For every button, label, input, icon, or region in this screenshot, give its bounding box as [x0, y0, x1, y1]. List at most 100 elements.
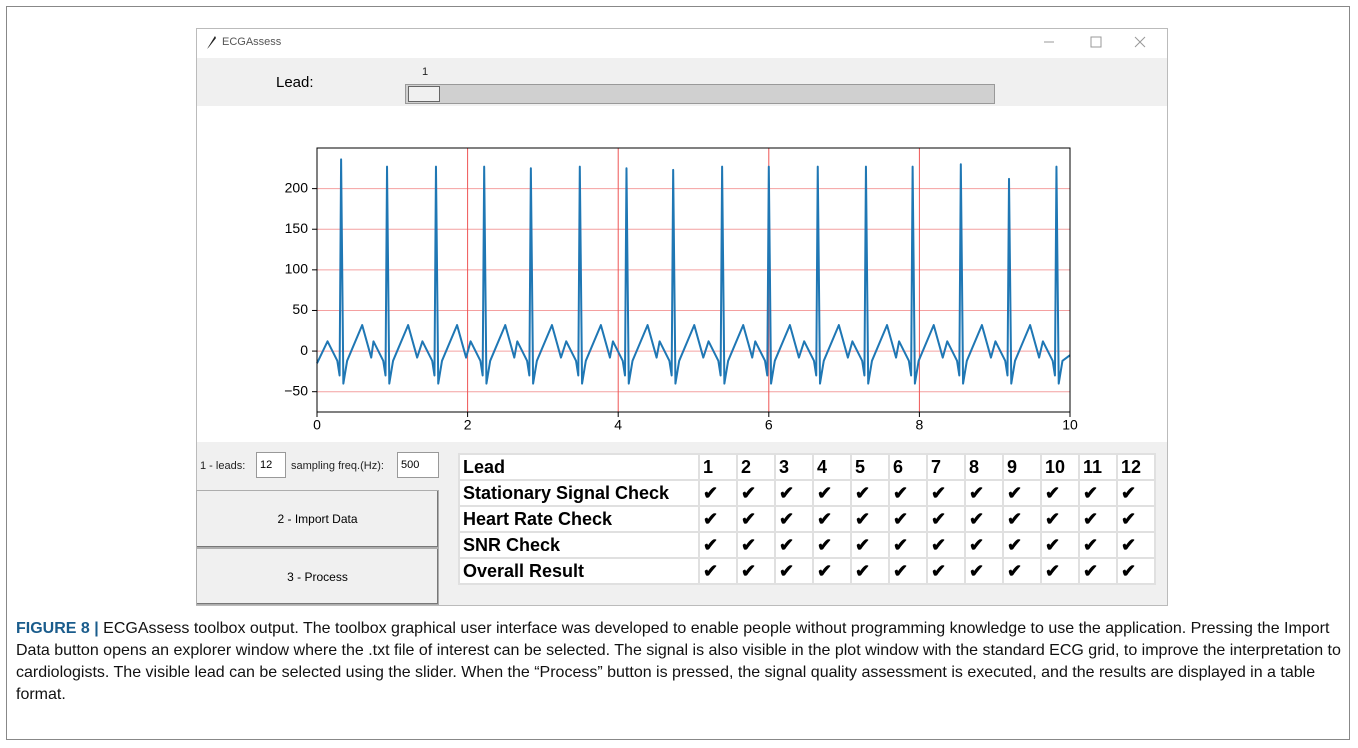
- x-tick-label: 2: [464, 417, 472, 433]
- cell: ✔: [926, 531, 966, 559]
- cell: ✔: [964, 531, 1004, 559]
- row-label: Lead: [458, 453, 700, 481]
- cell: ✔: [1002, 479, 1042, 507]
- caption-label: FIGURE 8 |: [16, 620, 99, 637]
- plot-area: [197, 106, 1167, 442]
- cell: ✔: [698, 557, 738, 585]
- cell: ✔: [1002, 531, 1042, 559]
- cell: ✔: [812, 531, 852, 559]
- slider-handle[interactable]: [408, 86, 440, 102]
- x-tick-label: 10: [1062, 417, 1078, 433]
- cell: 12: [1116, 453, 1156, 481]
- cell: ✔: [888, 479, 928, 507]
- axes-frame: [316, 147, 1071, 413]
- cell: ✔: [1116, 479, 1156, 507]
- cell: ✔: [1116, 557, 1156, 585]
- cell: ✔: [812, 557, 852, 585]
- cell: ✔: [964, 505, 1004, 533]
- cell: ✔: [1040, 505, 1080, 533]
- cell: ✔: [774, 479, 814, 507]
- cell: ✔: [812, 505, 852, 533]
- results-table: Lead 1 2 3 4 5 6 7 8 9 10 11 12 Stationary Signal Che…: [458, 453, 1156, 585]
- cell: 11: [1078, 453, 1118, 481]
- window-controls[interactable]: [1036, 30, 1156, 54]
- cell: 6: [888, 453, 928, 481]
- x-tick-label: 6: [765, 417, 773, 433]
- cell: ✔: [850, 479, 890, 507]
- y-tick-label: 0: [300, 342, 308, 358]
- y-tick-label: 100: [285, 261, 309, 277]
- cell: 2: [736, 453, 776, 481]
- cell: ✔: [1116, 505, 1156, 533]
- cell: 10: [1040, 453, 1080, 481]
- cell: 4: [812, 453, 852, 481]
- row-label: Stationary Signal Check: [458, 479, 700, 507]
- cell: ✔: [736, 557, 776, 585]
- row-label: SNR Check: [458, 531, 700, 559]
- slider-label: Lead:: [276, 74, 314, 91]
- cell: ✔: [774, 505, 814, 533]
- app-icon: [207, 36, 216, 49]
- cell: ✔: [850, 531, 890, 559]
- cell: ✔: [1116, 531, 1156, 559]
- cell: 3: [774, 453, 814, 481]
- cell: ✔: [736, 505, 776, 533]
- cell: ✔: [698, 505, 738, 533]
- cell: ✔: [1040, 531, 1080, 559]
- window-title: ECGAssess: [222, 36, 282, 48]
- cell: ✔: [774, 557, 814, 585]
- caption-text: ECGAssess toolbox output. The toolbox gr…: [16, 620, 1341, 703]
- freq-spinbox[interactable]: 500: [397, 452, 439, 478]
- cell: ✔: [926, 557, 966, 585]
- slider-value: 1: [422, 66, 429, 78]
- cell: ✔: [774, 531, 814, 559]
- cell: ✔: [1002, 557, 1042, 585]
- x-tick-label: 4: [614, 417, 622, 433]
- cell: ✔: [850, 557, 890, 585]
- cell: ✔: [1078, 557, 1118, 585]
- cell: 8: [964, 453, 1004, 481]
- ecg-line: [316, 158, 1071, 385]
- table-row: Lead 1 2 3 4 5 6 7 8 9 10 11 12: [458, 453, 1156, 481]
- table-row: SNR Check ✔ ✔ ✔ ✔ ✔ ✔ ✔ ✔ ✔ ✔ ✔ ✔: [458, 531, 1156, 559]
- leads-spinbox[interactable]: 12: [256, 452, 286, 478]
- freq-label: sampling freq.(Hz):: [291, 460, 384, 472]
- row-label: Overall Result: [458, 557, 700, 585]
- y-tick-label: −50: [284, 382, 308, 398]
- cell: ✔: [736, 531, 776, 559]
- cell: 1: [698, 453, 738, 481]
- cell: ✔: [1002, 505, 1042, 533]
- cell: ✔: [698, 479, 738, 507]
- cell: ✔: [1040, 479, 1080, 507]
- caption: FIGURE 8 | ECGAssess toolbox output. The…: [16, 618, 1346, 706]
- slider-trough[interactable]: [405, 84, 995, 104]
- cell: 9: [1002, 453, 1042, 481]
- cell: ✔: [888, 505, 928, 533]
- ecg-chart: −50 0 50 100 150 200 0 2 4 6 8 10: [284, 147, 1078, 433]
- cell: 5: [850, 453, 890, 481]
- cell: ✔: [850, 505, 890, 533]
- cell: 7: [926, 453, 966, 481]
- table-row: Overall Result ✔ ✔ ✔ ✔ ✔ ✔ ✔ ✔ ✔ ✔ ✔ ✔: [458, 557, 1156, 585]
- process-button[interactable]: 3 - Process: [196, 548, 439, 605]
- cell: ✔: [698, 531, 738, 559]
- cell: ✔: [1078, 531, 1118, 559]
- cell: ✔: [964, 557, 1004, 585]
- cell: ✔: [736, 479, 776, 507]
- leads-label: 1 - leads:: [200, 460, 246, 472]
- y-tick-label: 200: [285, 179, 309, 195]
- row-label: Heart Rate Check: [458, 505, 700, 533]
- cell: ✔: [888, 557, 928, 585]
- cell: ✔: [1078, 479, 1118, 507]
- cell: ✔: [926, 505, 966, 533]
- title-bar: [197, 29, 1167, 58]
- cell: ✔: [926, 479, 966, 507]
- table-row: Stationary Signal Check ✔ ✔ ✔ ✔ ✔ ✔ ✔ ✔ ✔ ✔ ✔ ✔: [458, 479, 1156, 507]
- x-tick-label: 0: [313, 417, 321, 433]
- table-row: Heart Rate Check ✔ ✔ ✔ ✔ ✔ ✔ ✔ ✔ ✔ ✔ ✔ ✔: [458, 505, 1156, 533]
- cell: ✔: [1078, 505, 1118, 533]
- cell: ✔: [1040, 557, 1080, 585]
- y-tick-label: 150: [285, 220, 309, 236]
- import-button[interactable]: 2 - Import Data: [196, 490, 439, 548]
